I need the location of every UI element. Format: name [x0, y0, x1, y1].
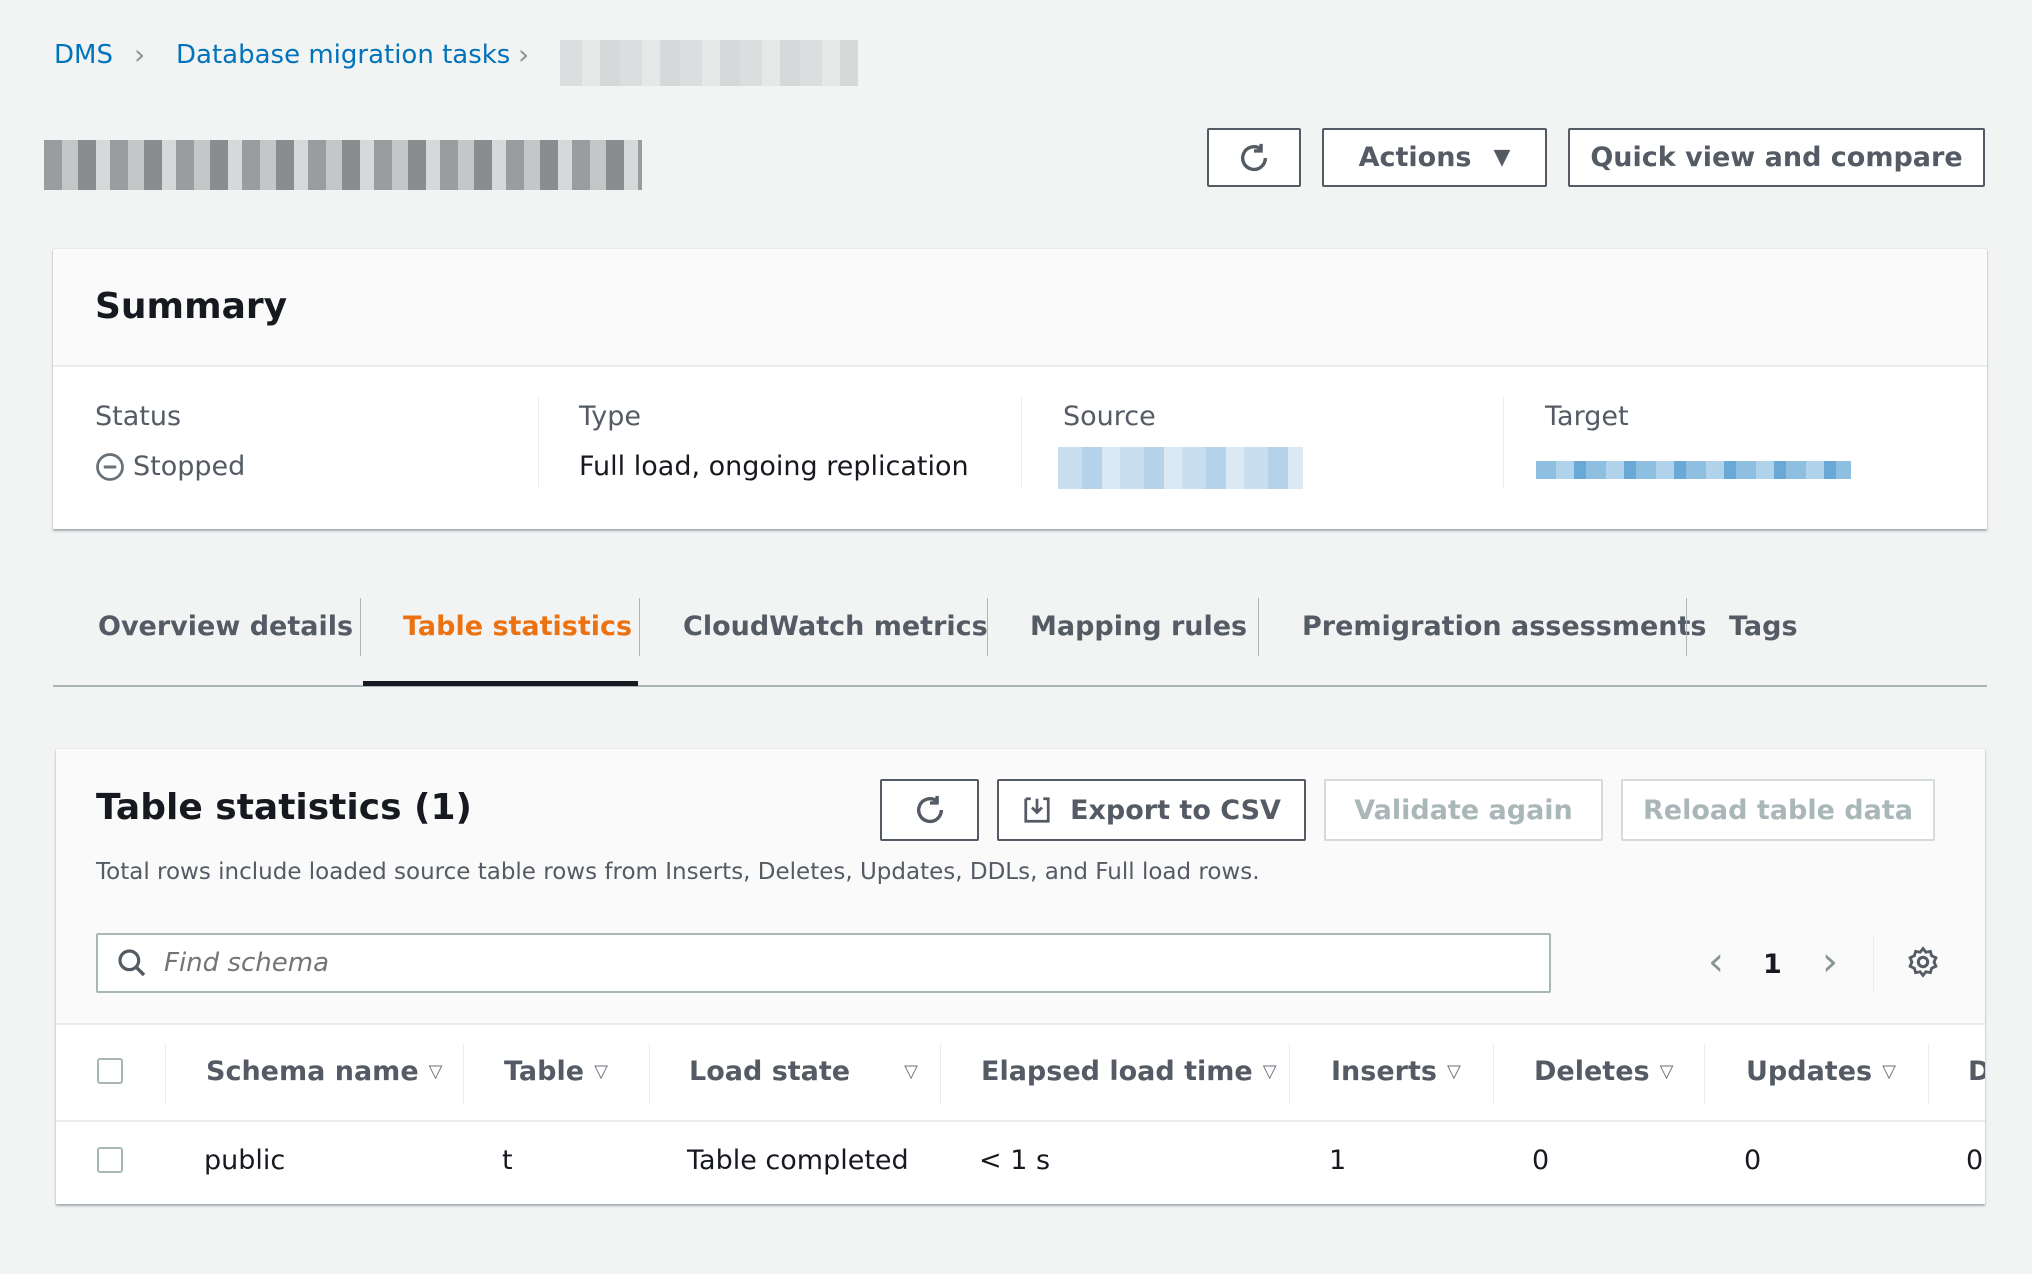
- redacted-source-link[interactable]: [1058, 447, 1303, 489]
- tabs-divider: [53, 685, 1987, 687]
- status-label: Status: [95, 401, 182, 432]
- export-csv-button[interactable]: Export to CSV: [997, 779, 1306, 841]
- column-header-elapsed-load-time[interactable]: Elapsed load time ▽: [981, 1056, 1277, 1087]
- table-statistics-title: Table statistics (1): [96, 787, 472, 828]
- source-label: Source: [1063, 401, 1156, 432]
- sort-icon: ▽: [428, 1061, 443, 1082]
- download-icon: [1024, 797, 1050, 823]
- validate-again-button[interactable]: Validate again: [1324, 779, 1603, 841]
- summary-panel: Summary Status Stopped Type Full load, o…: [53, 249, 1987, 529]
- tab-cloudwatch-metrics[interactable]: CloudWatch metrics: [683, 611, 988, 642]
- cell-deletes: 0: [1532, 1145, 1550, 1176]
- column-header-deletes[interactable]: Deletes ▽: [1534, 1056, 1674, 1087]
- settings-gear-icon[interactable]: [1906, 945, 1940, 979]
- column-header-updates[interactable]: Updates ▽: [1746, 1056, 1896, 1087]
- refresh-table-button[interactable]: [880, 779, 979, 841]
- redacted-page-title: [44, 140, 642, 190]
- tab-mapping-rules[interactable]: Mapping rules: [1030, 611, 1248, 642]
- redacted-target-link[interactable]: [1536, 461, 1851, 479]
- cell-inserts: 1: [1329, 1145, 1347, 1176]
- tab-overview-details[interactable]: Overview details: [98, 611, 354, 642]
- current-page[interactable]: 1: [1763, 949, 1782, 980]
- export-csv-label: Export to CSV: [1070, 794, 1281, 826]
- cell-updates: 0: [1744, 1145, 1762, 1176]
- sort-icon: ▽: [1262, 1061, 1277, 1082]
- caret-down-icon: ▼: [1493, 145, 1511, 170]
- refresh-icon: [916, 795, 943, 824]
- sort-icon: ▽: [1446, 1061, 1461, 1082]
- select-all-checkbox[interactable]: [97, 1058, 123, 1084]
- breadcrumb-dms[interactable]: DMS: [54, 40, 113, 70]
- type-label: Type: [579, 401, 642, 432]
- search-icon: [118, 949, 146, 977]
- tab-table-statistics[interactable]: Table statistics: [403, 611, 633, 642]
- active-tab-indicator: [363, 681, 638, 686]
- sort-icon: ▽: [1882, 1061, 1896, 1082]
- chevron-right-icon: ›: [518, 38, 530, 71]
- table-statistics-panel: Table statistics (1) Export to CSV Valid…: [56, 749, 1985, 1204]
- tab-tags[interactable]: Tags: [1729, 611, 1798, 642]
- previous-page-button[interactable]: ‹: [1708, 939, 1724, 985]
- quick-view-compare-button[interactable]: Quick view and compare: [1568, 128, 1985, 187]
- cell-ddls: 0: [1966, 1145, 1984, 1176]
- refresh-button[interactable]: [1207, 128, 1301, 187]
- refresh-icon: [1240, 143, 1268, 171]
- sort-icon: ▽: [594, 1061, 608, 1082]
- cell-elapsed-load-time: < 1 s: [979, 1145, 1051, 1176]
- cell-load-state: Table completed: [687, 1145, 909, 1176]
- row-checkbox[interactable]: [97, 1147, 123, 1173]
- breadcrumb-migration-tasks[interactable]: Database migration tasks: [176, 40, 511, 70]
- status-value: Stopped: [95, 451, 245, 482]
- column-header-table[interactable]: Table ▽: [504, 1056, 608, 1087]
- next-page-button[interactable]: ›: [1822, 939, 1838, 985]
- type-value: Full load, ongoing replication: [579, 451, 969, 482]
- stopped-icon: [96, 452, 124, 481]
- actions-button[interactable]: Actions ▼: [1322, 128, 1547, 187]
- find-schema-field[interactable]: [164, 948, 1464, 978]
- sort-icon: ▽: [1659, 1061, 1674, 1082]
- column-header-schema-name[interactable]: Schema name ▽: [206, 1056, 443, 1087]
- tab-premigration-assessments[interactable]: Premigration assessments: [1302, 611, 1707, 642]
- summary-title: Summary: [95, 286, 288, 327]
- column-header-load-state[interactable]: Load state ▽: [689, 1056, 918, 1087]
- target-label: Target: [1545, 401, 1629, 432]
- chevron-right-icon: ›: [134, 38, 146, 71]
- redacted-task-name-breadcrumb: [560, 40, 858, 86]
- actions-label: Actions: [1358, 142, 1472, 173]
- column-header-ddls[interactable]: D: [1968, 1056, 1985, 1087]
- cell-table: t: [502, 1145, 513, 1176]
- column-header-inserts[interactable]: Inserts ▽: [1331, 1056, 1461, 1087]
- table-statistics-description: Total rows include loaded source table r…: [96, 859, 1260, 885]
- status-text: Stopped: [133, 451, 246, 482]
- reload-table-data-button[interactable]: Reload table data: [1621, 779, 1935, 841]
- cell-schema-name: public: [204, 1145, 286, 1176]
- sort-icon: ▽: [904, 1061, 918, 1082]
- find-schema-input[interactable]: [96, 933, 1551, 993]
